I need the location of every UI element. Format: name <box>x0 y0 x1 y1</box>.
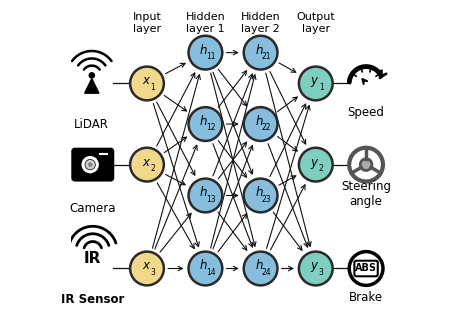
Text: 12: 12 <box>206 124 216 132</box>
Text: y: y <box>311 259 318 273</box>
Text: 13: 13 <box>206 195 216 204</box>
Text: Input
layer: Input layer <box>132 12 161 34</box>
Text: h: h <box>255 186 263 200</box>
Text: 3: 3 <box>319 268 324 277</box>
Text: h: h <box>200 259 207 273</box>
Circle shape <box>130 67 164 100</box>
Circle shape <box>360 159 372 170</box>
Circle shape <box>189 36 222 69</box>
Text: Output
layer: Output layer <box>296 12 335 34</box>
Text: 3: 3 <box>150 268 155 277</box>
Circle shape <box>89 163 92 166</box>
Circle shape <box>299 148 333 182</box>
Text: h: h <box>255 115 263 128</box>
Polygon shape <box>85 79 99 93</box>
Text: 2: 2 <box>319 164 324 173</box>
Circle shape <box>130 148 164 182</box>
Text: h: h <box>255 259 263 273</box>
Text: Camera: Camera <box>69 202 116 215</box>
Text: h: h <box>200 186 207 200</box>
Text: y: y <box>311 156 318 169</box>
Circle shape <box>189 107 222 141</box>
Text: 2: 2 <box>150 164 155 173</box>
Circle shape <box>189 179 222 212</box>
Text: 1: 1 <box>150 83 155 92</box>
Text: 21: 21 <box>261 52 271 61</box>
Text: 1: 1 <box>319 83 324 92</box>
Text: 22: 22 <box>261 124 271 132</box>
Text: h: h <box>200 115 207 128</box>
FancyBboxPatch shape <box>72 149 113 181</box>
Circle shape <box>349 148 383 182</box>
Text: 24: 24 <box>261 268 271 277</box>
Circle shape <box>89 73 95 78</box>
Circle shape <box>244 252 277 285</box>
Circle shape <box>244 179 277 212</box>
Circle shape <box>349 252 383 285</box>
Text: x: x <box>142 259 149 273</box>
Text: Steering
angle: Steering angle <box>341 180 391 208</box>
Text: Hidden
layer 1: Hidden layer 1 <box>185 12 225 34</box>
Circle shape <box>189 252 222 285</box>
Text: y: y <box>311 74 318 87</box>
Circle shape <box>85 159 96 170</box>
Text: IR Sensor: IR Sensor <box>61 293 124 306</box>
Text: h: h <box>200 44 207 56</box>
Circle shape <box>299 67 333 100</box>
Text: x: x <box>142 156 149 169</box>
Circle shape <box>81 155 100 174</box>
Circle shape <box>244 107 277 141</box>
Text: Speed: Speed <box>348 106 384 119</box>
Circle shape <box>130 252 164 285</box>
Text: LiDAR: LiDAR <box>75 118 109 131</box>
Text: 14: 14 <box>206 268 216 277</box>
Text: Hidden
layer 2: Hidden layer 2 <box>241 12 281 34</box>
Text: 23: 23 <box>261 195 271 204</box>
FancyBboxPatch shape <box>98 150 109 160</box>
FancyBboxPatch shape <box>355 261 378 276</box>
Text: IR: IR <box>84 251 102 266</box>
Text: Brake: Brake <box>349 291 383 304</box>
Text: h: h <box>255 44 263 56</box>
Circle shape <box>299 252 333 285</box>
Text: 11: 11 <box>206 52 216 61</box>
Text: x: x <box>142 74 149 87</box>
Circle shape <box>244 36 277 69</box>
Text: ABS: ABS <box>355 263 377 274</box>
